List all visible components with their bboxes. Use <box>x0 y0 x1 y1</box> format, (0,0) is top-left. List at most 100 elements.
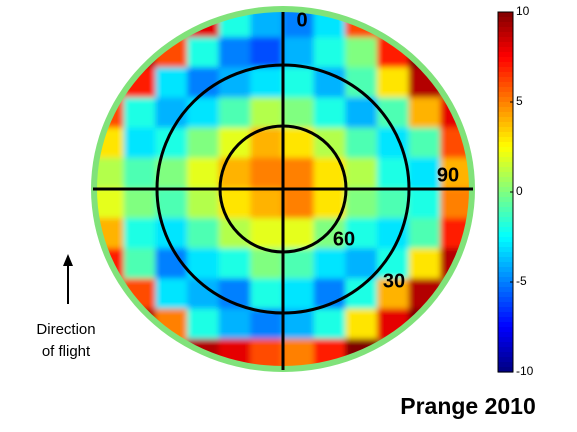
colorbar-segment <box>498 222 513 228</box>
colorbar-segment <box>498 157 513 163</box>
heatmap-cell <box>155 67 189 99</box>
colorbar-segment <box>498 172 513 178</box>
colorbar-segment <box>498 207 513 213</box>
heatmap-cell <box>314 98 348 130</box>
colorbar-segment <box>498 142 513 148</box>
colorbar-segment <box>498 237 513 243</box>
heatmap-cell <box>250 67 284 99</box>
colorbar-segment <box>498 102 513 108</box>
colorbar-tick-label: 0 <box>516 184 523 198</box>
colorbar-segment <box>498 47 513 53</box>
heatmap-cell <box>219 279 253 311</box>
heatmap-cell <box>345 158 379 190</box>
colorbar-segment <box>498 37 513 43</box>
colorbar-tick-label: -10 <box>516 364 534 378</box>
colorbar-segment <box>498 192 513 198</box>
colorbar-segment <box>498 77 513 83</box>
heatmap-cell <box>187 218 221 250</box>
colorbar-segment <box>498 182 513 188</box>
heatmap-cell <box>219 248 253 280</box>
heatmap-cell <box>124 248 158 280</box>
angle-label: 90 <box>437 164 459 186</box>
colorbar-segment <box>498 327 513 333</box>
colorbar-segment <box>498 227 513 233</box>
colorbar-segment <box>498 12 513 18</box>
colorbar-tick-label: -5 <box>516 274 527 288</box>
heatmap-cell <box>219 67 253 99</box>
heatmap-cell <box>219 158 253 190</box>
colorbar-segment <box>498 287 513 293</box>
colorbar-segment <box>498 232 513 238</box>
heatmap-cell <box>250 188 284 220</box>
heatmap-cell <box>282 67 316 99</box>
colorbar-segment <box>498 247 513 253</box>
colorbar-segment <box>498 322 513 328</box>
heatmap-cell <box>282 158 316 190</box>
annotation: of flight <box>42 343 91 360</box>
heatmap-cell <box>187 158 221 190</box>
colorbar-segment <box>498 87 513 93</box>
colorbar-segment <box>498 62 513 68</box>
heatmap-cell <box>345 188 379 220</box>
colorbar-segment <box>498 137 513 143</box>
angle-label: 30 <box>383 270 405 292</box>
colorbar-segment <box>498 212 513 218</box>
heatmap-cell <box>187 309 221 341</box>
colorbar-segment <box>498 307 513 313</box>
colorbar-segment <box>498 67 513 73</box>
heatmap-cell <box>219 37 253 69</box>
heatmap-cell <box>219 218 253 250</box>
heatmap-cell <box>409 248 443 280</box>
colorbar-segment <box>498 292 513 298</box>
heatmap-cell <box>187 128 221 160</box>
heatmap-cell <box>345 128 379 160</box>
heatmap-cell <box>314 188 348 220</box>
colorbar-segment <box>498 267 513 273</box>
heatmap-cell <box>314 279 348 311</box>
heatmap-cell <box>219 128 253 160</box>
colorbar-segment <box>498 357 513 363</box>
colorbar-segment <box>498 107 513 113</box>
colorbar-segment <box>498 167 513 173</box>
heatmap-cell <box>409 218 443 250</box>
heatmap-cell <box>409 188 443 220</box>
heatmap-cell <box>124 128 158 160</box>
heatmap-cell <box>282 188 316 220</box>
flight-arrow-head <box>63 254 73 266</box>
heatmap-cell <box>282 279 316 311</box>
angle-label: 0 <box>296 9 307 31</box>
colorbar-segment <box>498 32 513 38</box>
heatmap-cell <box>155 279 189 311</box>
colorbar-segment <box>498 92 513 98</box>
heatmap-cell <box>377 67 411 99</box>
colorbar-segment <box>498 342 513 348</box>
heatmap-cell <box>124 37 158 69</box>
heatmap-cell <box>219 98 253 130</box>
heatmap-cell <box>314 158 348 190</box>
colorbar-segment <box>498 362 513 368</box>
colorbar-segment <box>498 122 513 128</box>
heatmap-cell <box>124 218 158 250</box>
heatmap-cell <box>250 158 284 190</box>
colorbar-segment <box>498 82 513 88</box>
heatmap-cell <box>409 37 443 69</box>
colorbar-segment <box>498 147 513 153</box>
heatmap-cell <box>409 128 443 160</box>
colorbar-tick-label: 10 <box>516 4 530 18</box>
colorbar-segment <box>498 127 513 133</box>
colorbar-segment <box>498 57 513 63</box>
colorbar-segment <box>498 302 513 308</box>
colorbar-segment <box>498 272 513 278</box>
heatmap-cell <box>314 67 348 99</box>
heatmap-cell <box>409 98 443 130</box>
colorbar-segment <box>498 347 513 353</box>
colorbar-tick-label: 5 <box>516 94 523 108</box>
heatmap-cell <box>409 309 443 341</box>
colorbar-segment <box>498 17 513 23</box>
colorbar-segment <box>498 202 513 208</box>
colorbar-segment <box>498 332 513 338</box>
heatmap-cell <box>187 37 221 69</box>
heatmap-cell <box>314 309 348 341</box>
colorbar-segment <box>498 117 513 123</box>
heatmap-cell <box>250 279 284 311</box>
